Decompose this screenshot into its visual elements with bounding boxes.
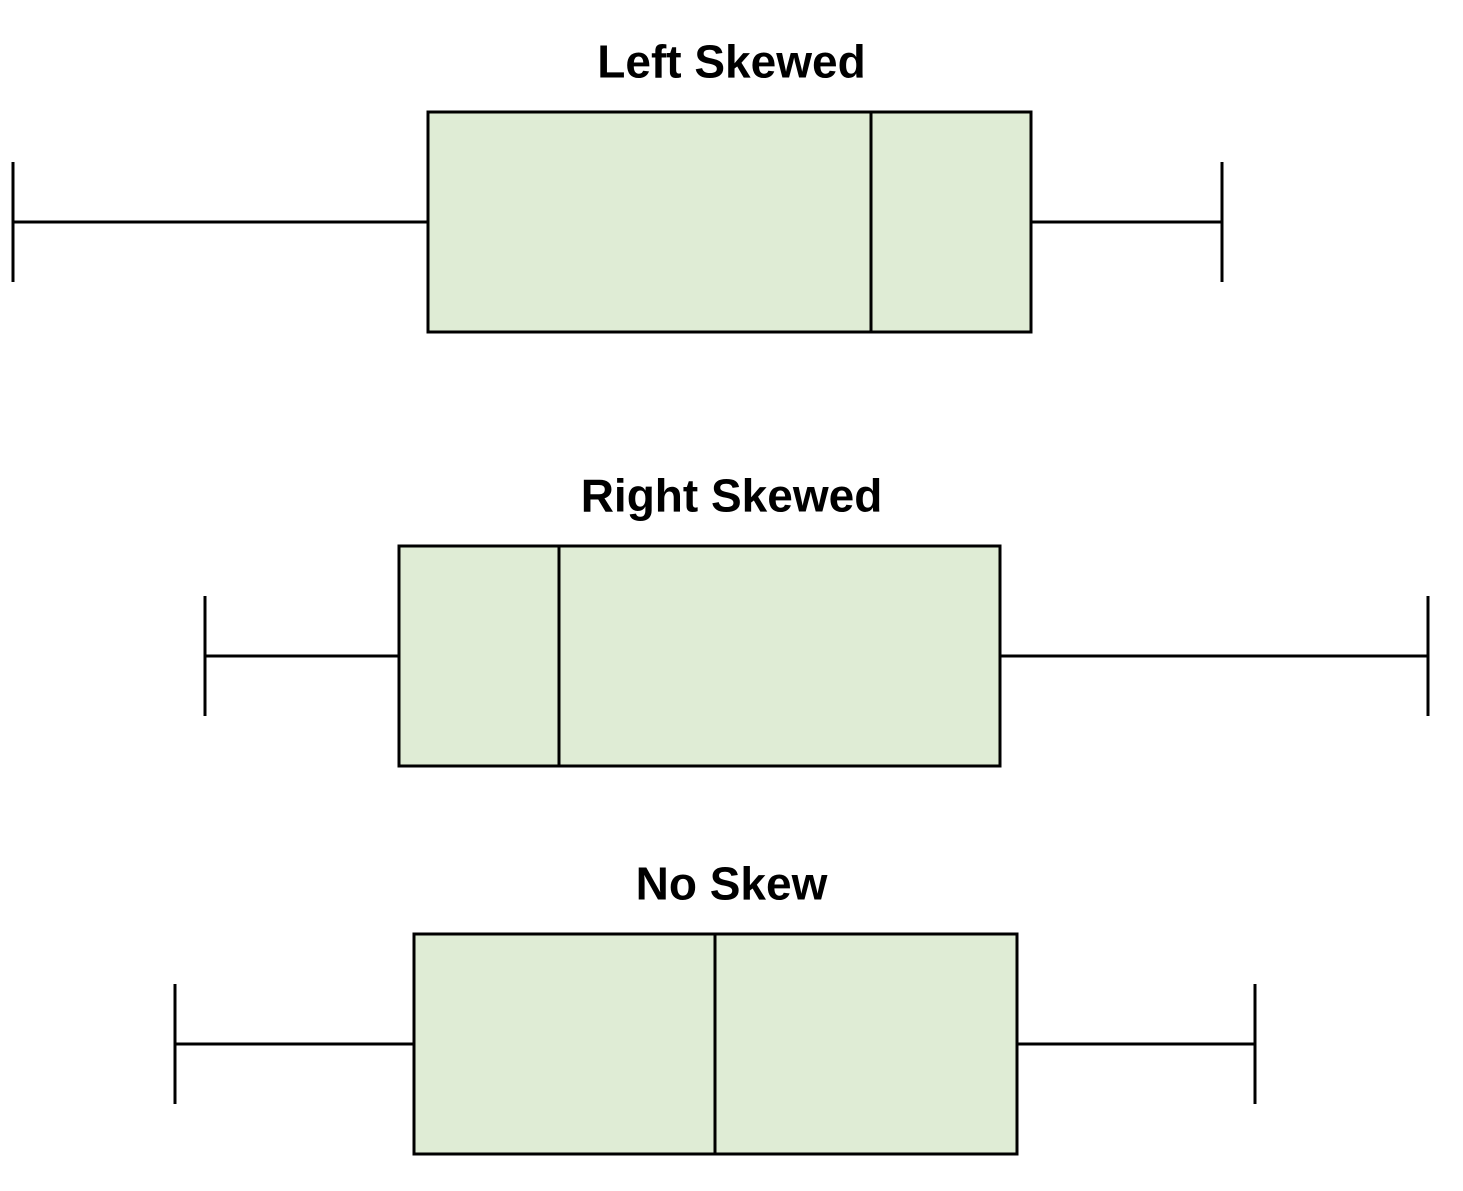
box-right-skewed bbox=[399, 546, 1000, 766]
boxplot-no-skew: No Skew bbox=[175, 858, 1255, 1154]
boxplot-diagram: Left Skewed Right Skewed No Skew bbox=[0, 0, 1463, 1191]
boxplot-svg-canvas: Left Skewed Right Skewed No Skew bbox=[0, 0, 1463, 1191]
title-left-skewed: Left Skewed bbox=[597, 36, 865, 88]
title-right-skewed: Right Skewed bbox=[581, 470, 883, 522]
boxplot-left-skewed: Left Skewed bbox=[13, 36, 1222, 332]
title-no-skew: No Skew bbox=[636, 858, 828, 910]
box-left-skewed bbox=[428, 112, 1031, 332]
boxplot-right-skewed: Right Skewed bbox=[205, 470, 1428, 766]
